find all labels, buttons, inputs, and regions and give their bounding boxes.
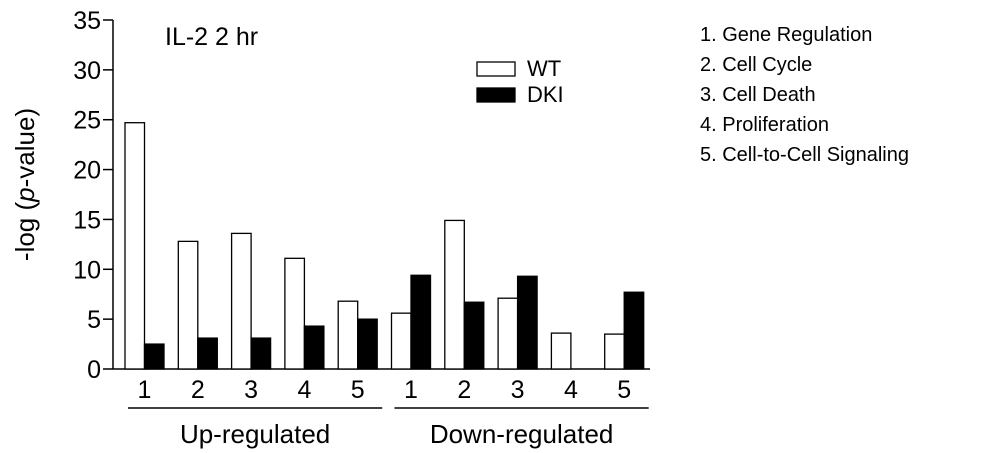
bar-wt (390, 312, 412, 370)
category-key-item: 3. Cell Death (700, 84, 816, 106)
bar-wt (230, 232, 252, 370)
bar-dki (197, 337, 218, 370)
y-tick-label: 25 (73, 107, 101, 135)
bar-dki (303, 325, 325, 370)
category-key: 1. Gene Regulation 2. Cell Cycle 3. Cell… (700, 20, 909, 170)
x-tick-label: 2 (191, 376, 205, 404)
y-tick-label: 35 (73, 7, 101, 35)
category-key-item: 5. Cell-to-Cell Signaling (700, 144, 909, 166)
bar-wt (337, 300, 359, 370)
y-tick-label: 20 (73, 157, 101, 185)
x-tick-label: 3 (244, 376, 258, 404)
x-tick-label: 1 (404, 376, 418, 404)
bar-wt (604, 333, 625, 370)
y-tick-label: 30 (73, 57, 101, 85)
y-tick-label: 0 (87, 356, 101, 384)
legend-swatch-wt (476, 61, 516, 77)
bar-wt (177, 240, 199, 370)
category-key-item: 4. Proliferation (700, 114, 829, 136)
y-axis-label: -log (p-value) (10, 108, 40, 261)
bar-dki (250, 337, 272, 370)
bar-dki (623, 291, 645, 370)
x-tick-label: 1 (138, 376, 152, 404)
x-tick-label: 3 (511, 376, 525, 404)
category-key-item: 1. Gene Regulation (700, 24, 873, 46)
bar-dki (143, 343, 165, 370)
bar-dki (357, 318, 378, 370)
group-label: Down-regulated (430, 419, 614, 449)
chart-title: IL-2 2 hr (165, 23, 258, 51)
bar-wt (497, 297, 519, 370)
bar-wt (444, 219, 465, 370)
group-label: Up-regulated (180, 419, 330, 449)
legend-label-dki: DKI (527, 82, 564, 107)
x-tick-label: 5 (617, 376, 631, 404)
bar-wt (124, 122, 146, 370)
legend-swatch-dki (476, 87, 516, 103)
legend-label-wt: WT (527, 56, 561, 81)
x-tick-label: 2 (457, 376, 471, 404)
bar-wt (284, 257, 306, 370)
bar-dki (463, 301, 485, 370)
bar-wt (550, 332, 572, 370)
y-tick-label: 10 (73, 256, 101, 284)
x-tick-label: 5 (351, 376, 365, 404)
y-tick-label: 15 (73, 206, 101, 234)
category-key-item: 2. Cell Cycle (700, 54, 813, 76)
x-tick-label: 4 (297, 376, 311, 404)
y-tick-label: 5 (87, 306, 101, 334)
bar-dki (516, 275, 538, 370)
x-tick-label: 4 (564, 376, 578, 404)
bar-dki (410, 274, 432, 370)
